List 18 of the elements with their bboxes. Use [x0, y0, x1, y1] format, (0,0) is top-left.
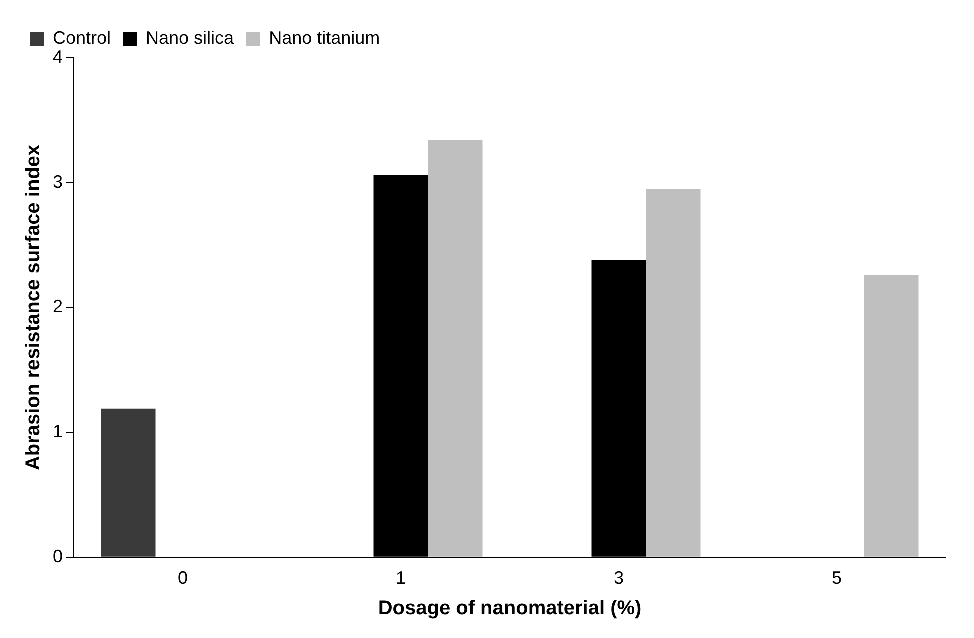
- y-tick-label: 4: [52, 46, 64, 67]
- x-tick-label: 5: [832, 568, 842, 588]
- bar: [864, 275, 919, 557]
- y-tick-label: 3: [52, 172, 64, 192]
- x-tick-label: 0: [178, 568, 188, 588]
- bar: [101, 408, 156, 557]
- x-axis-title: Dosage of nanomaterial (%): [378, 598, 642, 620]
- y-tick-label: 0: [52, 546, 64, 566]
- legend-label: Control: [53, 28, 112, 48]
- y-axis-title: Abrasion resistance surface index: [22, 144, 45, 471]
- legend-label: Nano titanium: [269, 28, 380, 48]
- y-tick-label: 1: [52, 422, 64, 442]
- bar: [646, 189, 701, 557]
- bar: [428, 140, 483, 557]
- x-tick-label: 3: [614, 568, 624, 588]
- legend-label: Nano silica: [146, 28, 236, 48]
- y-tick-label: 2: [52, 296, 64, 317]
- x-tick-label: 1: [396, 568, 406, 588]
